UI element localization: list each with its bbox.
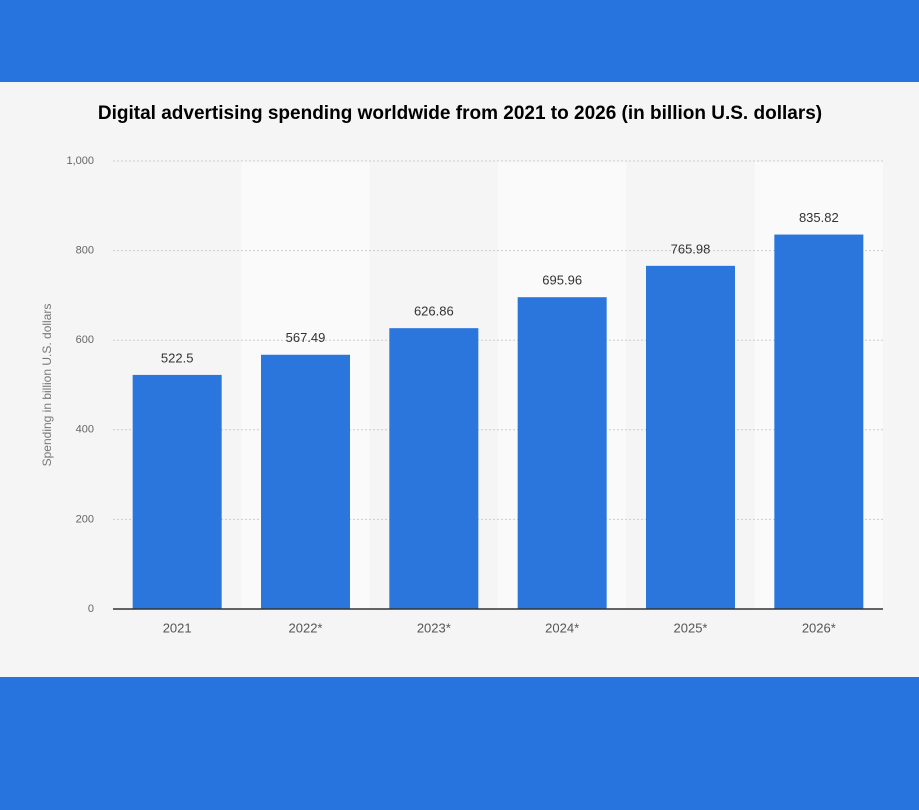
y-tick-label: 800 (76, 245, 94, 257)
y-tick-label: 1,000 (66, 155, 94, 167)
x-tick-label: 2023* (417, 620, 451, 635)
value-label: 522.5 (161, 350, 194, 365)
top-band (0, 0, 919, 82)
bar (389, 328, 479, 609)
bar (517, 297, 607, 609)
chart-title: Digital advertising spending worldwide f… (98, 103, 822, 124)
x-tick-label: 2025* (674, 620, 708, 635)
bar (261, 354, 350, 609)
x-tick-label: 2021 (163, 620, 192, 635)
value-label: 695.96 (542, 273, 582, 288)
y-tick-label: 200 (76, 513, 94, 525)
value-label: 835.82 (799, 210, 839, 225)
y-tick-label: 0 (88, 603, 94, 615)
y-axis-label: Spending in billion U.S. dollars (40, 304, 54, 467)
value-label: 567.49 (286, 330, 326, 345)
x-tick-label: 2026* (802, 620, 836, 635)
value-label: 626.86 (414, 304, 454, 319)
x-tick-label: 2024* (545, 620, 579, 635)
value-label: 765.98 (671, 241, 711, 256)
y-tick-label: 600 (76, 334, 94, 346)
bar (132, 374, 222, 609)
bottom-band (0, 677, 919, 810)
bar (646, 265, 735, 609)
x-tick-label: 2022* (289, 620, 323, 635)
bar (774, 234, 864, 609)
y-tick-label: 400 (76, 424, 94, 436)
